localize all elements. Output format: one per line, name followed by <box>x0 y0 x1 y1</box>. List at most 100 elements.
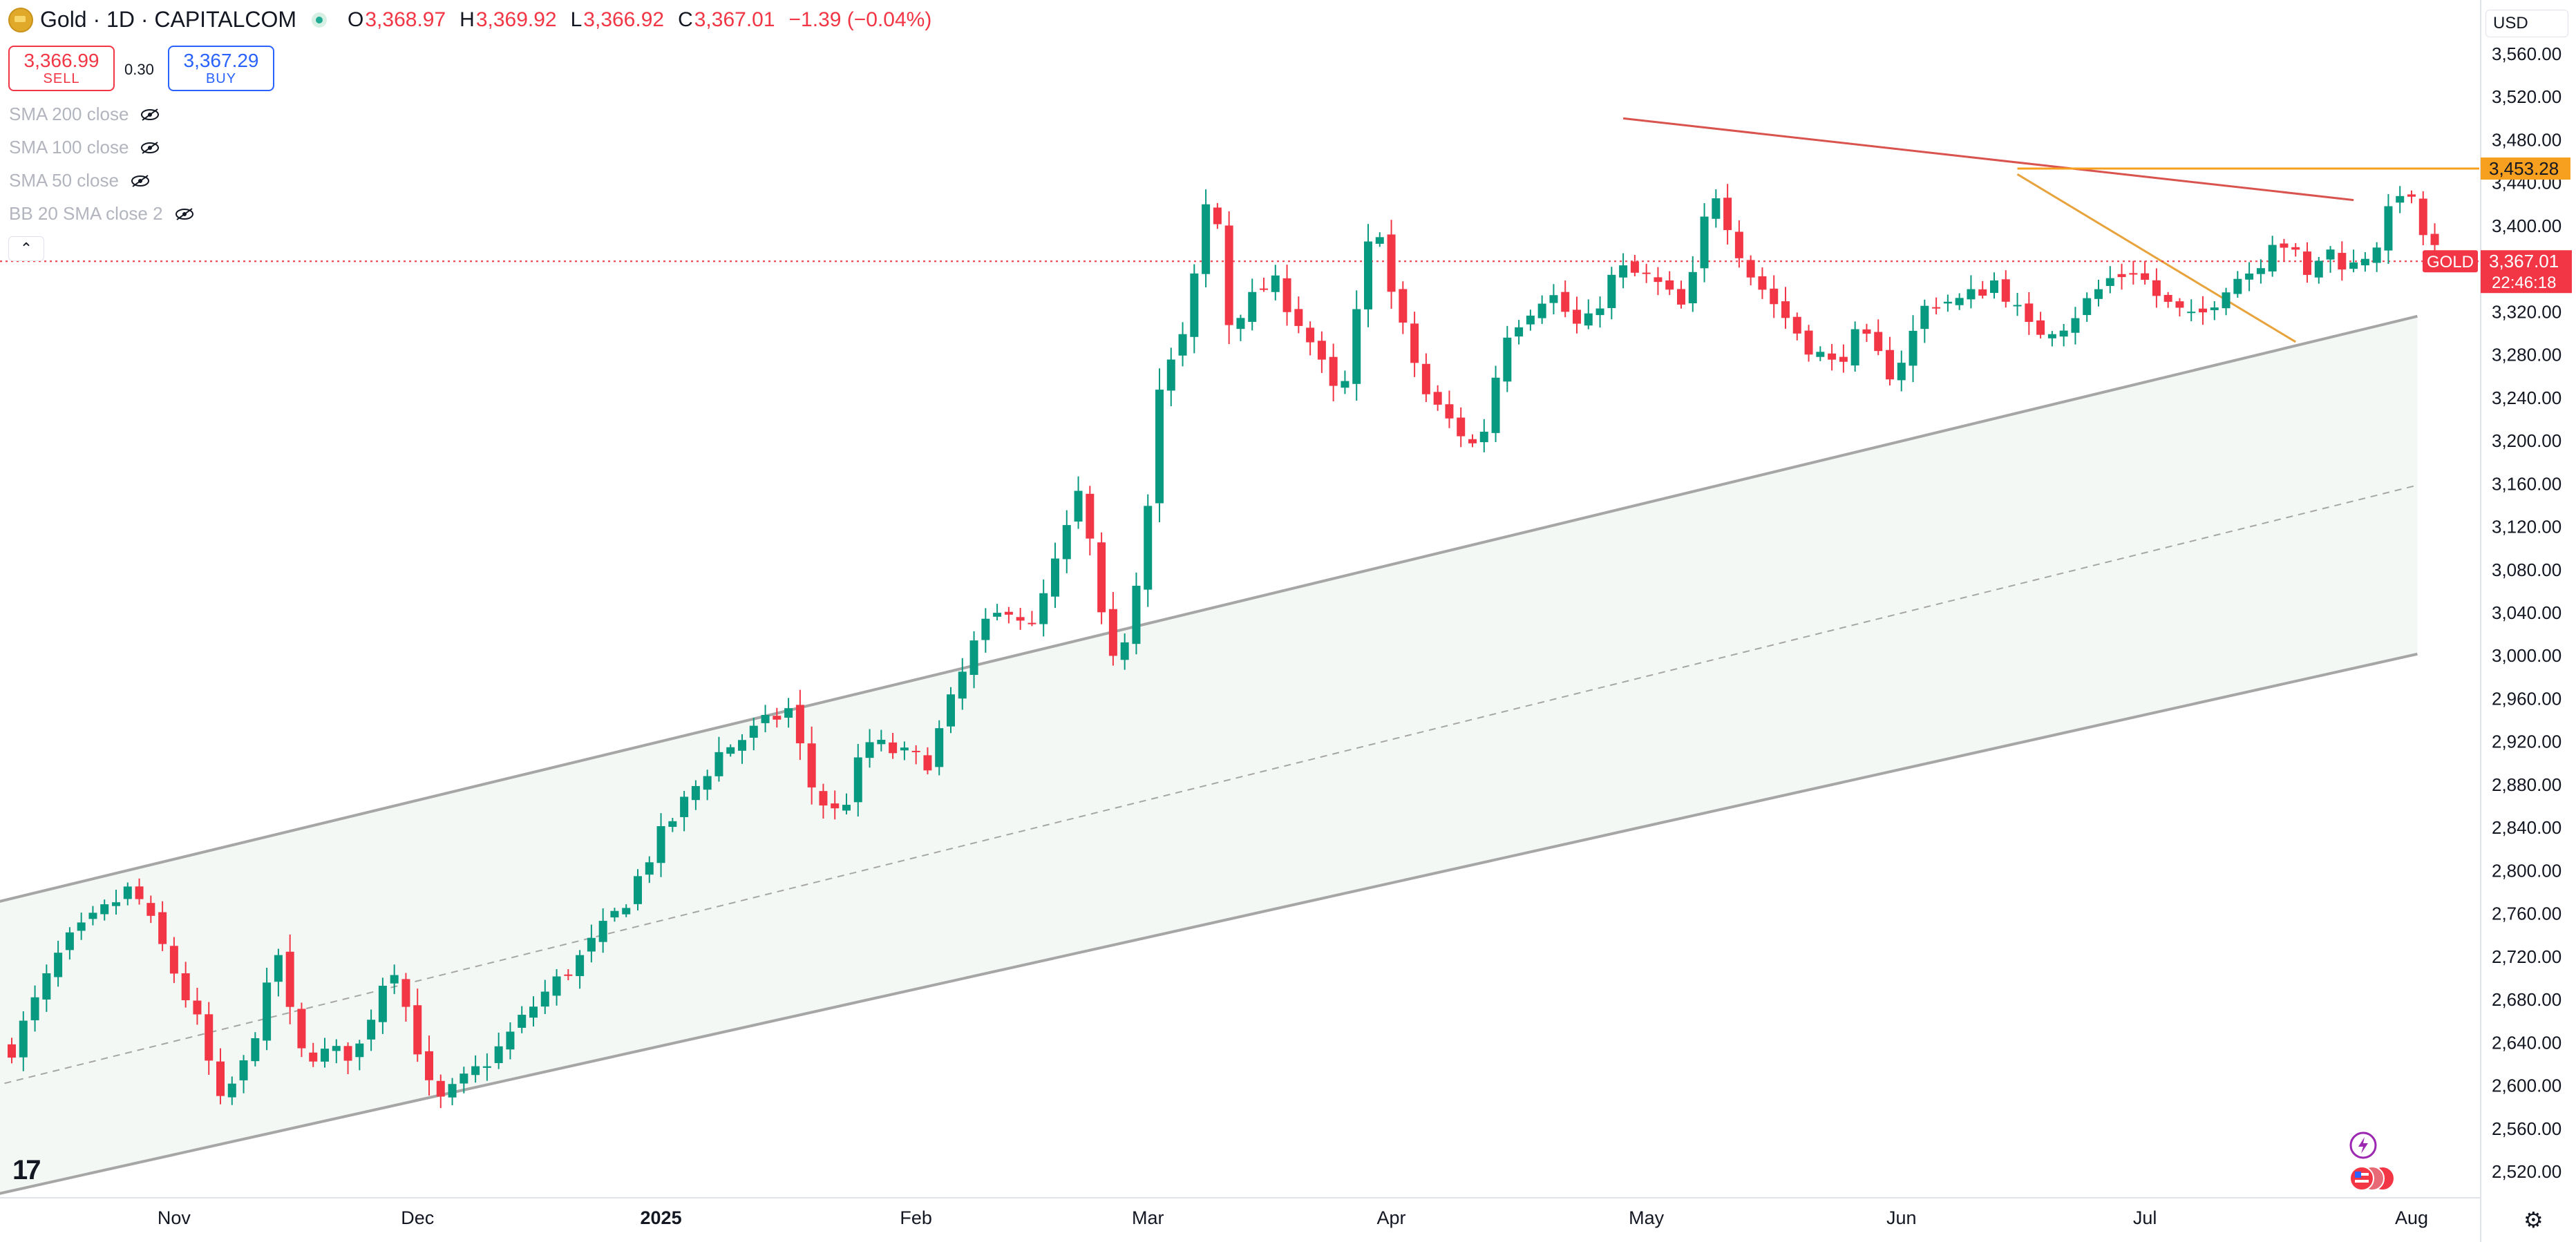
candle[interactable] <box>540 980 549 1015</box>
candle[interactable] <box>2071 307 2080 345</box>
candle[interactable] <box>2210 300 2219 321</box>
candle[interactable] <box>2280 238 2289 261</box>
candle[interactable] <box>1364 224 1372 327</box>
candle[interactable] <box>935 720 944 776</box>
candle[interactable] <box>251 1032 260 1067</box>
candle[interactable] <box>911 745 920 765</box>
candle[interactable] <box>471 1055 480 1083</box>
candle[interactable] <box>2083 292 2092 322</box>
candle[interactable] <box>8 1038 16 1064</box>
resistance-trendline[interactable] <box>1622 117 2354 202</box>
candle[interactable] <box>309 1042 318 1067</box>
candle[interactable] <box>2094 279 2103 307</box>
candle[interactable] <box>1421 353 1430 403</box>
indicator-bb-20[interactable]: BB 20 SMA close 2 <box>9 203 195 224</box>
candle[interactable] <box>448 1078 457 1106</box>
channel-lower-line[interactable] <box>0 652 2418 1217</box>
candle[interactable] <box>1595 296 1604 328</box>
candle[interactable] <box>1920 299 1929 343</box>
candle[interactable] <box>2314 256 2323 284</box>
candle[interactable] <box>2326 246 2335 273</box>
candle[interactable] <box>610 908 619 922</box>
candle[interactable] <box>1306 321 1315 356</box>
candle[interactable] <box>100 899 109 921</box>
buy-button[interactable]: 3,367.29 BUY <box>168 46 274 91</box>
candle[interactable] <box>30 985 39 1032</box>
candle[interactable] <box>784 698 793 728</box>
candle[interactable] <box>552 968 561 1006</box>
candle[interactable] <box>1537 295 1546 324</box>
candle[interactable] <box>1190 264 1199 354</box>
candle[interactable] <box>1688 256 1697 312</box>
candle[interactable] <box>2117 263 2126 290</box>
candle[interactable] <box>123 882 132 906</box>
candle[interactable] <box>993 604 1002 621</box>
candle[interactable] <box>1341 370 1349 394</box>
channel-mid-line[interactable] <box>0 484 2418 1110</box>
candle[interactable] <box>216 1048 225 1105</box>
candle[interactable] <box>285 934 294 1024</box>
candle[interactable] <box>1874 319 1883 356</box>
candle[interactable] <box>1317 331 1326 373</box>
candle[interactable] <box>1573 296 1581 334</box>
candle[interactable] <box>1074 476 1083 529</box>
candle[interactable] <box>1943 294 1952 312</box>
candle[interactable] <box>1862 323 1871 342</box>
candle[interactable] <box>1549 284 1558 315</box>
candle[interactable] <box>761 705 770 733</box>
candle[interactable] <box>2303 242 2311 283</box>
candle[interactable] <box>1619 253 1628 289</box>
settings-gear-icon[interactable]: ⚙ <box>2523 1207 2544 1232</box>
candle[interactable] <box>88 906 97 926</box>
candle[interactable] <box>726 744 735 757</box>
candle[interactable] <box>2001 270 2010 308</box>
candle[interactable] <box>1027 611 1036 627</box>
candle[interactable] <box>1282 265 1291 326</box>
candle[interactable] <box>1781 287 1790 329</box>
candle[interactable] <box>1584 299 1593 329</box>
candle[interactable] <box>2338 241 2347 281</box>
candle[interactable] <box>436 1074 445 1109</box>
candle[interactable] <box>2175 298 2184 317</box>
candle[interactable] <box>343 1042 352 1074</box>
candle[interactable] <box>54 940 63 987</box>
candle[interactable] <box>227 1076 236 1105</box>
candle[interactable] <box>378 977 387 1034</box>
candle[interactable] <box>2268 236 2277 277</box>
candle[interactable] <box>482 1053 491 1081</box>
candle[interactable] <box>947 687 955 734</box>
candle[interactable] <box>877 729 886 752</box>
candle[interactable] <box>1086 486 1095 556</box>
candle[interactable] <box>135 878 144 905</box>
candle[interactable] <box>1515 320 1524 345</box>
sell-button[interactable]: 3,366.99 SELL <box>8 46 115 91</box>
candle[interactable] <box>2036 312 2045 338</box>
candle[interactable] <box>332 1039 341 1064</box>
candle[interactable] <box>656 813 665 877</box>
candle[interactable] <box>958 658 967 710</box>
candle[interactable] <box>1271 265 1280 300</box>
candle[interactable] <box>1526 309 1535 331</box>
candle[interactable] <box>645 856 654 883</box>
currency-select[interactable]: USD <box>2485 10 2568 37</box>
candle[interactable] <box>576 950 585 989</box>
candle[interactable] <box>2291 242 2300 257</box>
candle[interactable] <box>1932 297 1941 315</box>
candle[interactable] <box>181 962 190 1008</box>
candle[interactable] <box>1770 275 1779 318</box>
candle[interactable] <box>1260 278 1268 292</box>
candle[interactable] <box>1202 189 1211 287</box>
channel-upper-line[interactable] <box>0 314 2418 926</box>
candle[interactable] <box>460 1067 468 1093</box>
flash-icon[interactable] <box>2349 1131 2377 1159</box>
candle[interactable] <box>1630 255 1639 277</box>
candle[interactable] <box>969 631 978 689</box>
candle[interactable] <box>1839 344 1848 373</box>
candle[interactable] <box>19 1011 28 1071</box>
candle[interactable] <box>2141 260 2150 285</box>
candle[interactable] <box>1828 344 1837 371</box>
candle[interactable] <box>1723 184 1732 245</box>
candle[interactable] <box>1642 263 1651 283</box>
indicator-sma-50[interactable]: SMA 50 close <box>9 170 151 191</box>
candle[interactable] <box>1132 572 1141 655</box>
